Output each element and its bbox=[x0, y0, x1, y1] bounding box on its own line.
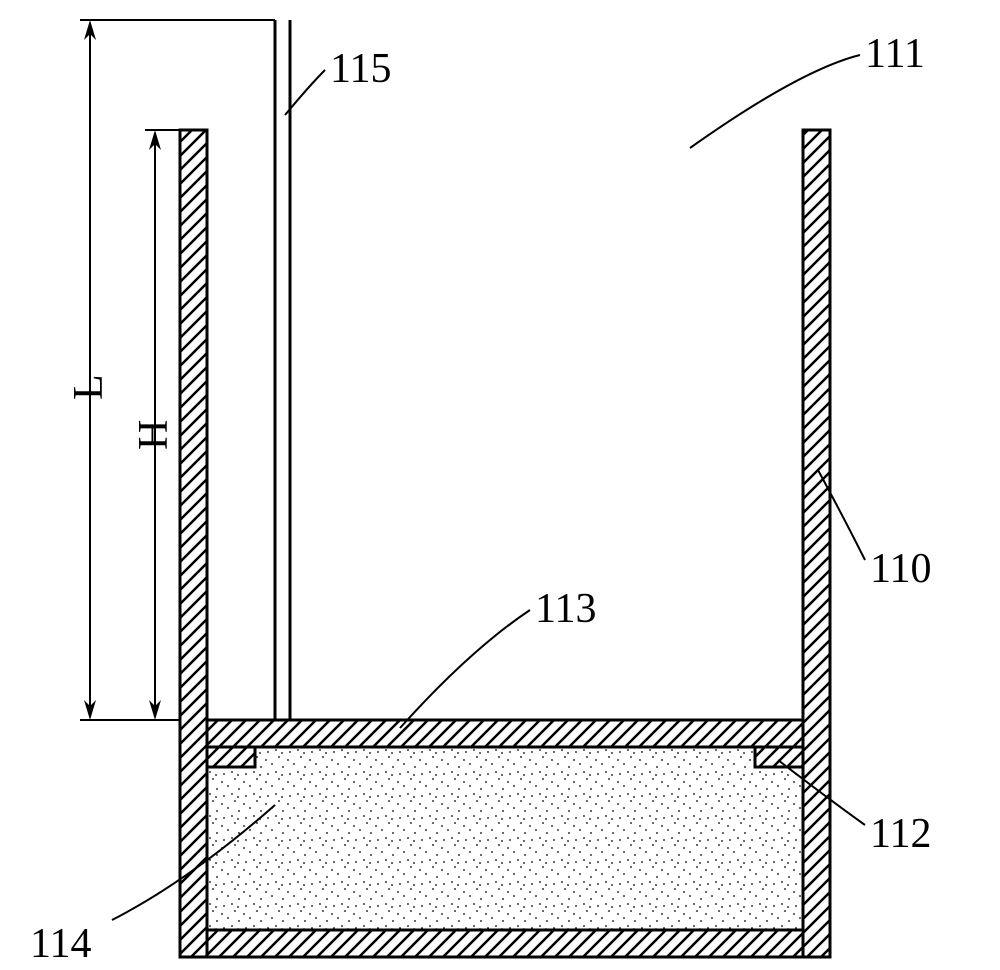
lower-cavity-fill bbox=[207, 767, 803, 930]
label-111: 111 bbox=[865, 30, 925, 78]
label-110: 110 bbox=[870, 545, 931, 593]
dim-l-label: L bbox=[65, 374, 113, 400]
left-wall bbox=[180, 130, 207, 957]
partition-plate bbox=[207, 720, 803, 747]
label-114: 114 bbox=[30, 920, 91, 968]
label-112: 112 bbox=[870, 810, 931, 858]
right-ledge bbox=[755, 747, 803, 767]
dim-h-label: H bbox=[130, 420, 178, 450]
container-bottom bbox=[207, 930, 803, 957]
lower-cavity-fill-mid bbox=[255, 747, 755, 767]
right-wall bbox=[803, 130, 830, 957]
diagram-svg bbox=[0, 0, 1000, 970]
label-113: 113 bbox=[535, 585, 596, 633]
label-115: 115 bbox=[330, 45, 391, 93]
dimension-l bbox=[80, 20, 275, 720]
left-ledge bbox=[207, 747, 255, 767]
